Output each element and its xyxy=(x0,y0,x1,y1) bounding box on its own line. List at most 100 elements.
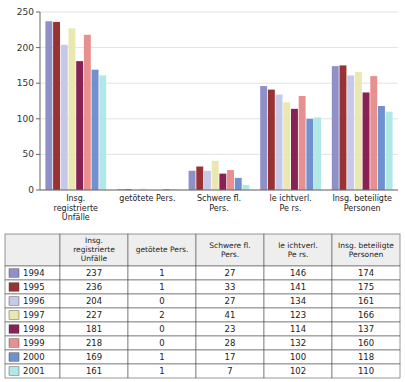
table-cell xyxy=(60,308,128,322)
legend-swatch xyxy=(9,297,19,305)
table-header: getötete Pers. xyxy=(136,245,189,254)
bar xyxy=(378,106,385,190)
table-cell xyxy=(332,280,400,294)
x-tick-label-line: Personen xyxy=(344,204,381,213)
table-header-line: getötete Pers. xyxy=(136,245,189,254)
table-cell xyxy=(128,336,196,350)
bar xyxy=(299,96,306,190)
table-value: 7 xyxy=(227,366,232,376)
y-tick xyxy=(36,12,40,13)
bar xyxy=(291,109,298,190)
table-value: 0 xyxy=(159,324,164,334)
table-cell xyxy=(128,350,196,364)
bar xyxy=(332,66,339,190)
table-cell xyxy=(128,364,196,378)
legend-swatch xyxy=(9,283,19,291)
table-value: 1 xyxy=(159,282,164,292)
table-value: 1 xyxy=(159,352,164,362)
grid-line xyxy=(40,190,398,191)
table-value: 174 xyxy=(358,268,374,278)
table-header-line: Personen xyxy=(349,250,384,259)
table-value: 181 xyxy=(86,324,102,334)
table-cell xyxy=(5,322,60,336)
table-cell xyxy=(196,280,264,294)
table-header: Insg. beteiligtePersonen xyxy=(338,241,394,259)
table-cell xyxy=(5,266,60,280)
table-cell xyxy=(332,336,400,350)
table-cell xyxy=(332,294,400,308)
table-header-line: Pe rs. xyxy=(288,250,309,259)
bar xyxy=(196,167,203,190)
table-value: 132 xyxy=(290,338,306,348)
table-value: 102 xyxy=(290,366,306,376)
bar xyxy=(347,75,354,190)
y-tick xyxy=(36,190,40,191)
bars xyxy=(45,21,392,190)
table-value: 161 xyxy=(358,296,374,306)
table-cell xyxy=(128,308,196,322)
x-tick-label-line: Schwere fl. xyxy=(197,194,241,203)
x-tick-label: getötete Pers. xyxy=(119,194,175,203)
table-cell xyxy=(60,350,128,364)
table-value: 166 xyxy=(358,310,374,320)
y-tick-label: 50 xyxy=(23,149,35,159)
table-value: 160 xyxy=(358,338,374,348)
bar xyxy=(92,70,99,190)
table-cell xyxy=(5,350,60,364)
chart-container: 050100150200250Insg.registrierteUnfälleg… xyxy=(0,0,405,382)
x-axis-labels: Insg.registrierteUnfälle getötete Pers. Sc… xyxy=(54,194,393,222)
table-header-cell xyxy=(5,234,60,266)
table-value: 137 xyxy=(358,324,374,334)
table-cell xyxy=(264,350,332,364)
bar xyxy=(84,35,91,190)
table-value: 134 xyxy=(290,296,306,306)
grid-line xyxy=(40,12,398,13)
legend-swatch xyxy=(9,367,19,375)
table-header-line: Insg. beteiligte xyxy=(338,241,394,250)
chart-svg: 050100150200250Insg.registrierteUnfälleg… xyxy=(0,0,405,382)
table-cell xyxy=(128,294,196,308)
legend-label: 1994 xyxy=(23,268,45,278)
x-tick-label: Insg. beteiligtePersonen xyxy=(332,194,392,213)
table-value: 161 xyxy=(86,366,102,376)
bar xyxy=(76,61,83,190)
table-value: 141 xyxy=(290,282,306,292)
table-value: 123 xyxy=(290,310,306,320)
table-cell xyxy=(332,364,400,378)
y-tick-label: 0 xyxy=(28,185,34,195)
legend-swatch xyxy=(9,353,19,361)
bar xyxy=(45,21,52,190)
table-value: 237 xyxy=(86,268,102,278)
table-value: 118 xyxy=(358,352,374,362)
table-cell xyxy=(128,266,196,280)
bar xyxy=(189,171,196,190)
bar xyxy=(219,174,226,190)
table-header-cell xyxy=(60,234,128,266)
table-cell xyxy=(196,364,264,378)
bar xyxy=(99,75,106,190)
y-tick xyxy=(36,154,40,155)
x-tick-label: Insg.registrierteUnfälle xyxy=(54,194,99,222)
table-value: 23 xyxy=(225,324,236,334)
table-cell xyxy=(196,308,264,322)
table-header-line: registrierte xyxy=(73,245,115,254)
legend-label: 1995 xyxy=(23,282,45,292)
table-cell xyxy=(60,266,128,280)
table-value: 41 xyxy=(225,310,236,320)
table-cell xyxy=(332,322,400,336)
table-value: 146 xyxy=(290,268,306,278)
legend-label: 1996 xyxy=(23,296,45,306)
y-axis: 050100150200250 xyxy=(17,7,398,195)
table-cell xyxy=(128,280,196,294)
y-tick xyxy=(36,83,40,84)
x-tick-label-line: le ichtverl. xyxy=(269,194,311,203)
bar xyxy=(268,90,275,190)
table-value: 218 xyxy=(86,338,102,348)
legend-swatch xyxy=(9,269,19,277)
y-tick-label: 100 xyxy=(17,114,34,124)
table-cell xyxy=(196,322,264,336)
table-cell xyxy=(264,322,332,336)
legend-swatch xyxy=(9,311,19,319)
table-cell xyxy=(264,364,332,378)
table-header-cell xyxy=(128,234,196,266)
